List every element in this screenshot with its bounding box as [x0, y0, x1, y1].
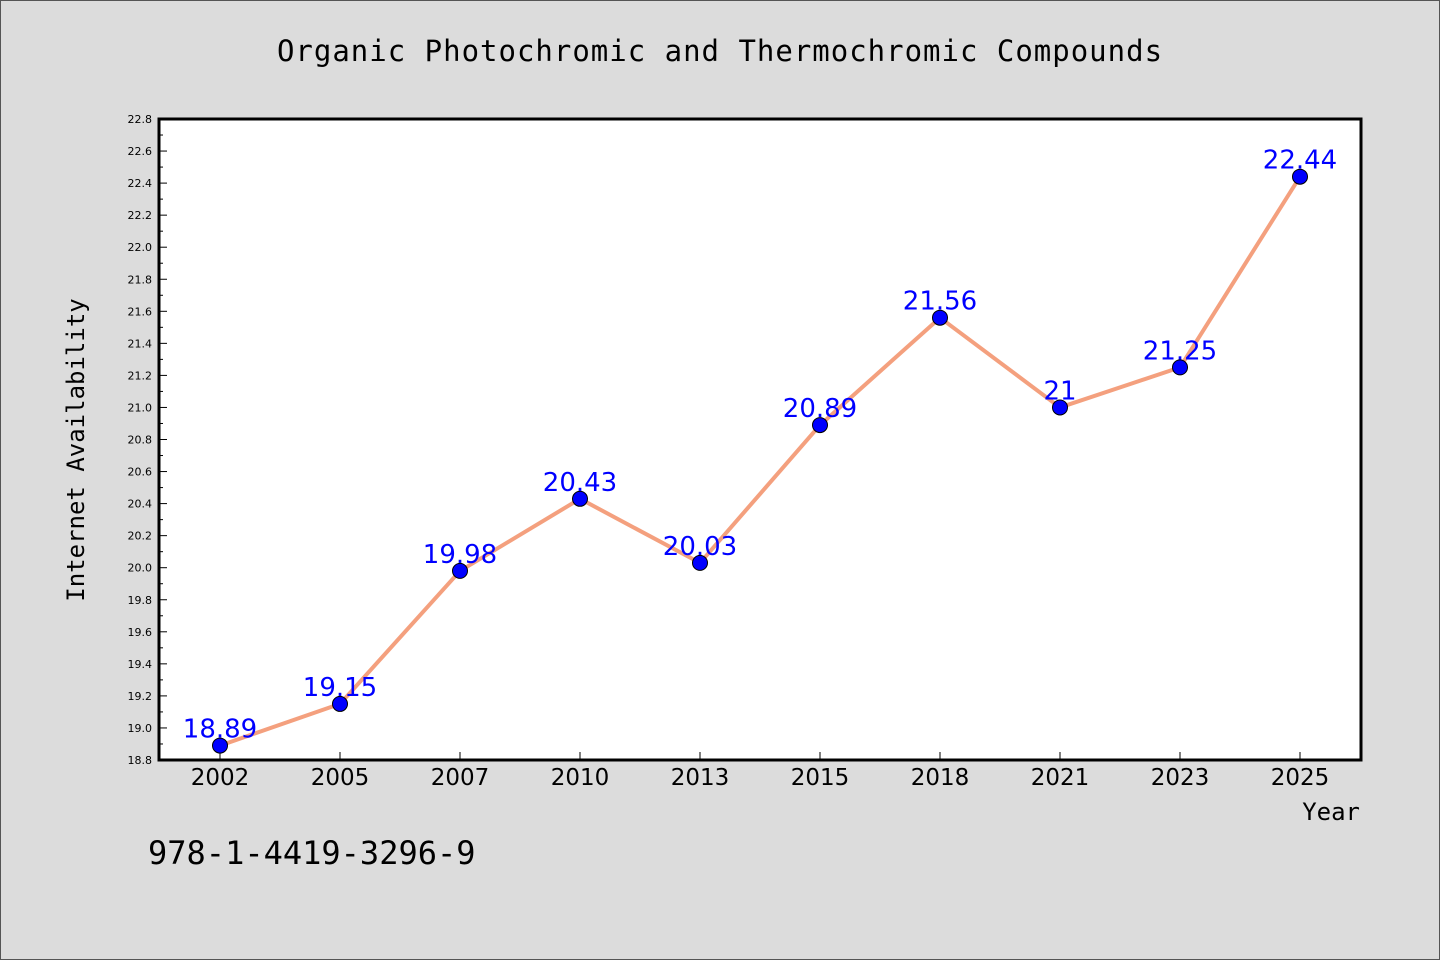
- series-line: [219, 175, 1302, 748]
- data-point-marker: [1292, 168, 1308, 185]
- x-tick-label: 2005: [311, 765, 370, 791]
- data-point-marker: [212, 737, 228, 754]
- y-tick-label: 19.4: [128, 658, 153, 671]
- data-point-marker: [692, 554, 708, 571]
- x-tick-label: 2013: [671, 765, 730, 791]
- data-point-label: 19.15: [303, 673, 377, 703]
- chart-title: Organic Photochromic and Thermochromic C…: [276, 34, 1164, 68]
- y-axis-ticks: 18.8 19.0 19.2 19.4 19.6 19.8 20.0 20.2 20.4 20.6…: [128, 113, 167, 767]
- y-tick-label: 20.4: [128, 498, 153, 511]
- data-point-label: 19.98: [423, 540, 497, 570]
- y-tick-label: 22.6: [128, 145, 153, 158]
- y-tick-label: 18.8: [128, 754, 153, 767]
- x-tick-label: 2023: [1151, 765, 1210, 791]
- y-tick-label: 22.4: [128, 177, 153, 190]
- data-point-label: 21.56: [903, 287, 977, 317]
- x-axis-label: Year: [1302, 798, 1360, 826]
- y-tick-label: 21.4: [128, 337, 153, 350]
- x-tick-label: 2007: [431, 765, 490, 791]
- y-tick-label: 20.8: [128, 434, 153, 447]
- x-tick-label: 2002: [191, 765, 250, 791]
- x-tick-label: 2025: [1271, 765, 1330, 791]
- x-tick-label: 2018: [911, 765, 970, 791]
- y-tick-label: 19.8: [128, 594, 153, 607]
- isbn-text: 978-1-4419-3296-9: [148, 834, 476, 872]
- data-point-marker: [1172, 359, 1188, 376]
- data-point-marker: [1052, 399, 1068, 416]
- series-line-group: [219, 175, 1302, 748]
- y-tick-label: 19.6: [128, 626, 153, 639]
- data-point-marker: [932, 309, 948, 326]
- x-tick-label: 2015: [791, 765, 850, 791]
- data-point-label: 21: [1043, 376, 1076, 406]
- y-tick-label: 21.6: [128, 305, 153, 318]
- x-axis-ticks: 2002 2005 2007 2010 2013 2015 2018 2021 2023 2025: [191, 752, 1330, 791]
- y-tick-label: 20.0: [128, 562, 153, 575]
- y-tick-label: 21.2: [128, 369, 153, 382]
- data-point-label: 20.89: [783, 394, 857, 424]
- data-label-group: 18.89 19.15 19.98 20.43 20.03 20.89 21.56 21 21.…: [183, 146, 1337, 745]
- y-tick-label: 20.2: [128, 530, 153, 543]
- data-point-label: 20.03: [663, 532, 737, 562]
- y-axis-label: Internet Availability: [62, 298, 90, 601]
- x-tick-label: 2021: [1031, 765, 1090, 791]
- data-point-label: 21.25: [1143, 336, 1217, 366]
- data-point-marker: [812, 417, 828, 434]
- data-point-marker: [332, 695, 348, 712]
- y-tick-label: 19.0: [128, 722, 153, 735]
- x-tick-label: 2010: [551, 765, 610, 791]
- data-point-marker: [572, 490, 588, 507]
- data-point-label: 18.89: [183, 715, 257, 745]
- data-point-marker: [452, 562, 468, 579]
- y-tick-label: 21.0: [128, 401, 153, 414]
- marker-group: [212, 168, 1308, 754]
- y-tick-label: 21.8: [128, 273, 153, 286]
- y-tick-label: 22.2: [128, 209, 153, 222]
- y-tick-label: 22.0: [128, 241, 153, 254]
- plot-area: [157, 117, 1363, 762]
- data-point-label: 22.44: [1263, 146, 1337, 176]
- data-point-label: 20.43: [543, 468, 617, 498]
- y-tick-label: 22.8: [128, 113, 153, 126]
- y-tick-label: 20.6: [128, 466, 153, 479]
- y-tick-label: 19.2: [128, 690, 153, 703]
